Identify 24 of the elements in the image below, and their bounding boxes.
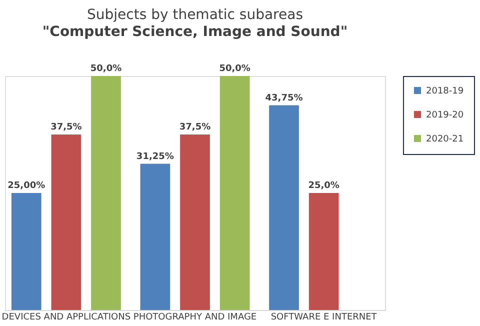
- x-tick-label: DEVICES AND APPLICATIONS: [2, 312, 131, 322]
- chart-subtitle: "Computer Science, Image and Sound": [42, 24, 348, 40]
- bar: [180, 134, 210, 310]
- data-label: 37,5%: [50, 122, 82, 132]
- x-tick-label: PHOTOGRAPHY AND IMAGE: [133, 312, 257, 322]
- data-label: 43,75%: [265, 93, 303, 104]
- legend-label: 2019-20: [426, 110, 464, 120]
- chart-title: Subjects by thematic subareas: [87, 7, 303, 23]
- data-label: 25,0%: [308, 181, 340, 191]
- data-label: 50,0%: [219, 64, 250, 74]
- x-tick-label: SOFTWARE E INTERNET: [270, 312, 378, 322]
- data-label: 25,00%: [8, 181, 46, 191]
- bar: [220, 76, 250, 310]
- bar: [11, 193, 42, 310]
- data-label: 37,5%: [179, 122, 211, 132]
- bar: [51, 134, 82, 310]
- bar: [308, 193, 339, 310]
- bar: [91, 76, 121, 310]
- bar: [269, 105, 299, 310]
- legend-label: 2020-21: [426, 134, 464, 144]
- data-label: 31,25%: [136, 152, 174, 162]
- data-label: 50,0%: [90, 64, 122, 74]
- legend-label: 2018-19: [426, 86, 464, 96]
- bar: [140, 164, 170, 310]
